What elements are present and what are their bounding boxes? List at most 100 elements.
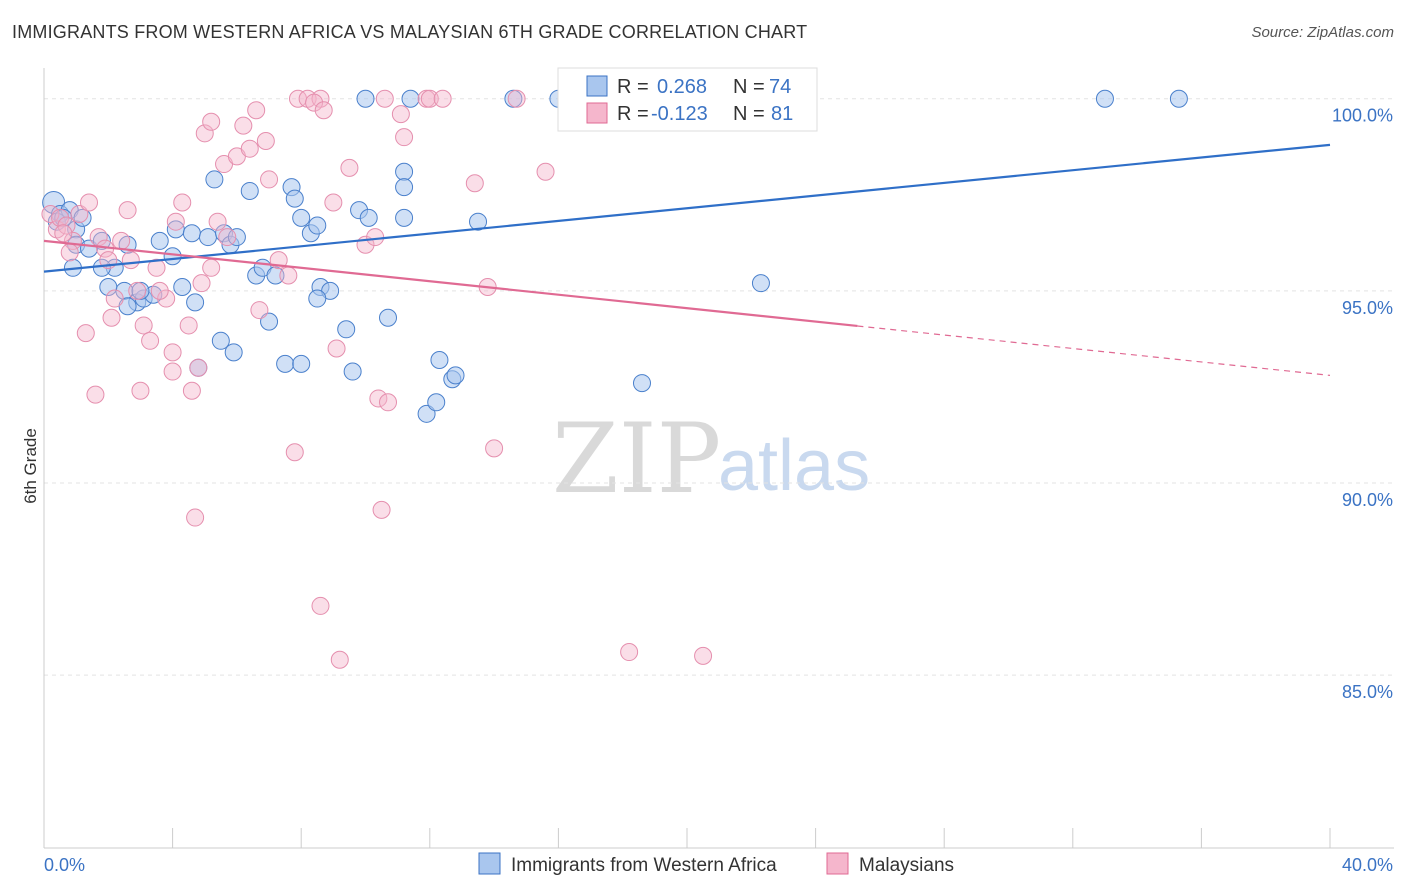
point-malaysians-29 (195, 124, 214, 143)
point-malaysians-0 (41, 205, 60, 224)
point-western-africa-21 (173, 278, 192, 297)
point-western-africa-46 (356, 89, 375, 108)
point-malaysians-25 (182, 381, 201, 400)
point-malaysians-77 (105, 289, 124, 308)
point-western-africa-43 (343, 362, 362, 381)
point-malaysians-71 (240, 139, 259, 158)
point-malaysians-73 (163, 362, 182, 381)
x-tick-labels: 0.0% 40.0% (44, 855, 1393, 875)
point-malaysians-62 (372, 500, 391, 519)
series-western-africa (42, 89, 1188, 423)
point-malaysians-13 (112, 231, 131, 250)
point-malaysians-66 (330, 650, 349, 669)
point-malaysians-47 (366, 228, 385, 247)
bottom-legend-swatch-pink (826, 852, 849, 875)
point-malaysians-69 (395, 128, 414, 147)
point-western-africa-57 (469, 212, 488, 231)
legend-r-value-2: -0.123 (651, 103, 708, 125)
point-western-africa-70 (211, 331, 230, 350)
point-malaysians-70 (433, 89, 452, 108)
point-malaysians-43 (314, 101, 333, 120)
point-malaysians-44 (324, 193, 343, 212)
point-western-africa-18 (163, 247, 182, 266)
point-malaysians-28 (208, 212, 227, 231)
x-tick-label-0: 0.0% (44, 855, 85, 875)
y-tick-label-2: 95.0% (1342, 298, 1393, 318)
point-western-africa-33 (260, 312, 279, 331)
point-malaysians-22 (179, 316, 198, 335)
watermark-atlas: atlas (718, 426, 870, 506)
legend-n-label-2: N = (733, 103, 765, 125)
point-malaysians-27 (202, 258, 221, 277)
point-malaysians-26 (192, 274, 211, 293)
point-malaysians-68 (694, 646, 713, 665)
point-western-africa-35 (285, 189, 304, 208)
point-malaysians-79 (250, 301, 269, 320)
point-malaysians-16 (134, 316, 153, 335)
point-malaysians-76 (76, 324, 95, 343)
point-western-africa-17 (150, 231, 169, 250)
point-malaysians-75 (86, 385, 105, 404)
point-malaysians-15 (128, 281, 147, 300)
legend-swatch-blue (586, 75, 608, 97)
watermark: ZIP atlas (552, 403, 870, 515)
y-tick-label-3: 100.0% (1332, 106, 1393, 126)
point-malaysians-5 (60, 243, 79, 262)
point-western-africa-27 (224, 343, 243, 362)
trend-line-dashed-1 (857, 325, 1331, 376)
bottom-legend-swatch-blue (478, 852, 501, 875)
y-tick-label-1: 90.0% (1342, 490, 1393, 510)
point-western-africa-26 (227, 228, 246, 247)
point-western-africa-42 (337, 320, 356, 339)
x-tick-label-1: 40.0% (1342, 855, 1393, 875)
point-malaysians-6 (70, 205, 89, 224)
chart-title: IMMIGRANTS FROM WESTERN AFRICA VS MALAYS… (12, 22, 808, 42)
point-western-africa-73 (292, 354, 311, 373)
point-western-africa-50 (395, 208, 414, 227)
point-malaysians-45 (340, 158, 359, 177)
trend-lines (43, 143, 1331, 376)
watermark-zip: ZIP (552, 403, 721, 515)
legend-box: R = 0.268 N = 74 R = -0.123 N = 81 (557, 67, 818, 132)
point-western-africa-72 (99, 278, 118, 297)
point-malaysians-30 (202, 112, 221, 131)
point-western-africa-65 (1169, 89, 1188, 108)
legend-n-value-2: 81 (771, 103, 793, 125)
y-tick-label-0: 85.0% (1342, 682, 1393, 702)
point-western-africa-69 (276, 354, 295, 373)
point-malaysians-48 (375, 89, 394, 108)
point-malaysians-11 (102, 308, 121, 327)
point-malaysians-80 (54, 224, 73, 243)
point-malaysians-20 (166, 212, 185, 231)
y-axis-label: 6th Grade (21, 428, 40, 504)
point-western-africa-63 (751, 274, 770, 293)
point-western-africa-36 (292, 208, 311, 227)
point-malaysians-42 (305, 93, 324, 112)
legend-r-label-2: R = (617, 103, 649, 125)
source-credit: Source: ZipAtlas.com (1251, 24, 1394, 41)
point-malaysians-35 (256, 132, 275, 151)
point-western-africa-52 (417, 404, 436, 423)
point-western-africa-56 (446, 366, 465, 385)
point-western-africa-64 (1095, 89, 1114, 108)
point-western-africa-20 (182, 224, 201, 243)
legend-n-value-1: 74 (769, 76, 791, 98)
point-western-africa-23 (198, 228, 217, 247)
point-malaysians-51 (420, 89, 439, 108)
point-western-africa-62 (632, 374, 651, 393)
point-malaysians-61 (379, 393, 398, 412)
point-malaysians-74 (131, 381, 150, 400)
point-western-africa-48 (395, 162, 414, 181)
bottom-legend-label-western-africa: Immigrants from Western Africa (511, 855, 777, 876)
trend-line-solid-1 (43, 239, 858, 328)
point-western-africa-41 (308, 289, 327, 308)
point-western-africa-53 (427, 393, 446, 412)
point-western-africa-28 (205, 170, 224, 189)
point-malaysians-21 (173, 193, 192, 212)
point-western-africa-47 (379, 308, 398, 327)
bottom-legend-label-malaysians: Malaysians (859, 855, 954, 876)
point-western-africa-32 (266, 266, 285, 285)
point-malaysians-60 (369, 389, 388, 408)
series-malaysians (41, 89, 713, 669)
